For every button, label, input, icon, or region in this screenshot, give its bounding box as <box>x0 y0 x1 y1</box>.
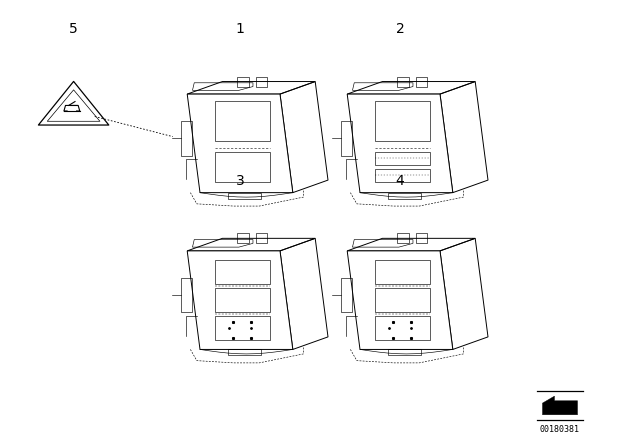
Text: 3: 3 <box>236 174 244 189</box>
Text: 5: 5 <box>69 22 78 36</box>
Polygon shape <box>347 251 453 349</box>
Text: 2: 2 <box>396 22 404 36</box>
Polygon shape <box>187 94 293 193</box>
Polygon shape <box>187 251 293 349</box>
Text: 4: 4 <box>396 174 404 189</box>
Text: 1: 1 <box>236 22 244 36</box>
Polygon shape <box>347 94 453 193</box>
Polygon shape <box>543 396 577 415</box>
Text: 00180381: 00180381 <box>540 425 580 435</box>
